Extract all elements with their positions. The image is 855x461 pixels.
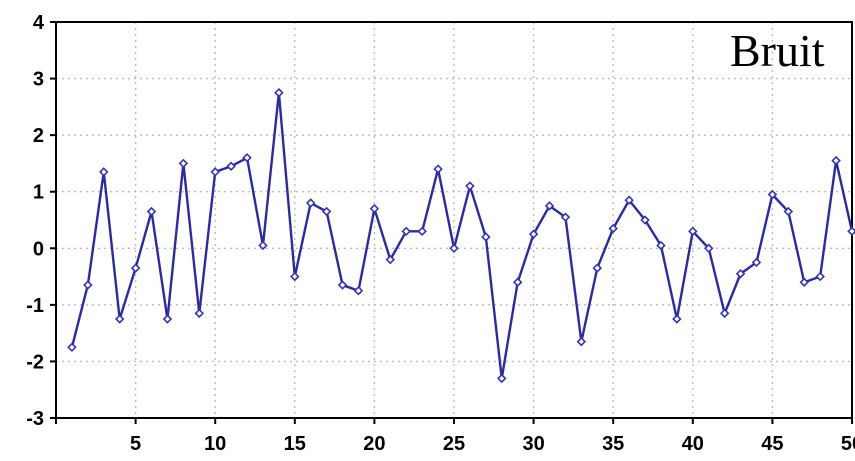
data-point (274, 87, 284, 98)
grid-layer (56, 22, 853, 418)
data-point (114, 314, 125, 324)
data-point (799, 277, 809, 287)
data-point (735, 269, 746, 279)
data-point (815, 271, 825, 282)
data-point (337, 280, 348, 290)
data-point (528, 229, 539, 239)
x-tick-label: 30 (522, 433, 544, 455)
data-point (162, 314, 173, 324)
annotation-label: Bruit (730, 25, 825, 76)
x-tick-label: 35 (602, 433, 624, 455)
y-tick-label: -2 (26, 351, 44, 373)
data-point (481, 232, 491, 242)
data-point (210, 167, 220, 177)
data-point (99, 167, 109, 177)
data-point (831, 155, 841, 166)
data-point (146, 206, 157, 217)
y-tick-label: 3 (33, 69, 44, 91)
data-point (130, 263, 141, 273)
data-point (560, 212, 571, 222)
data-point (672, 314, 682, 324)
x-tick-label: 50 (841, 433, 855, 455)
x-tick-label: 25 (443, 433, 465, 455)
data-point (847, 226, 855, 237)
data-point (497, 373, 507, 384)
data-point (544, 201, 555, 211)
axis-layer: -3-2-1012345101520253035404550 (26, 12, 855, 455)
y-tick-label: 2 (33, 125, 44, 147)
data-point (576, 336, 587, 347)
data-point (385, 254, 396, 265)
data-point (417, 226, 427, 237)
data-point (449, 243, 459, 254)
y-tick-label: 0 (33, 238, 44, 260)
y-tick-label: -1 (26, 295, 44, 317)
y-tick-label: 1 (33, 182, 44, 204)
y-tick-label: -3 (26, 408, 44, 430)
data-point (194, 308, 205, 319)
data-point (465, 181, 475, 191)
series-layer (67, 87, 855, 384)
data-point (369, 203, 380, 214)
data-point (512, 277, 523, 287)
data-point (703, 243, 714, 254)
data-point (67, 342, 77, 353)
data-point (290, 271, 300, 282)
x-tick-label: 5 (130, 433, 141, 455)
x-tick-label: 20 (363, 433, 385, 455)
data-point (624, 195, 634, 205)
data-point (242, 153, 252, 163)
data-point (640, 215, 650, 225)
data-point (258, 240, 268, 251)
x-tick-label: 40 (682, 433, 704, 455)
data-point (433, 164, 443, 174)
data-point (783, 206, 794, 217)
data-point (592, 263, 603, 273)
data-point (608, 223, 618, 234)
data-point (353, 285, 364, 296)
data-point (226, 161, 236, 171)
data-point (751, 257, 762, 268)
data-point (719, 308, 730, 319)
x-tick-label: 15 (284, 433, 306, 455)
y-tick-label: 4 (33, 12, 45, 34)
x-tick-label: 10 (204, 433, 226, 455)
data-point (321, 206, 332, 217)
data-point (178, 158, 189, 169)
series-line (70, 91, 854, 380)
data-point (688, 226, 698, 237)
data-point (656, 240, 666, 251)
x-tick-label: 45 (761, 433, 783, 455)
data-point (767, 189, 778, 200)
data-point (401, 226, 411, 237)
data-point (83, 280, 93, 290)
data-point (305, 198, 316, 208)
